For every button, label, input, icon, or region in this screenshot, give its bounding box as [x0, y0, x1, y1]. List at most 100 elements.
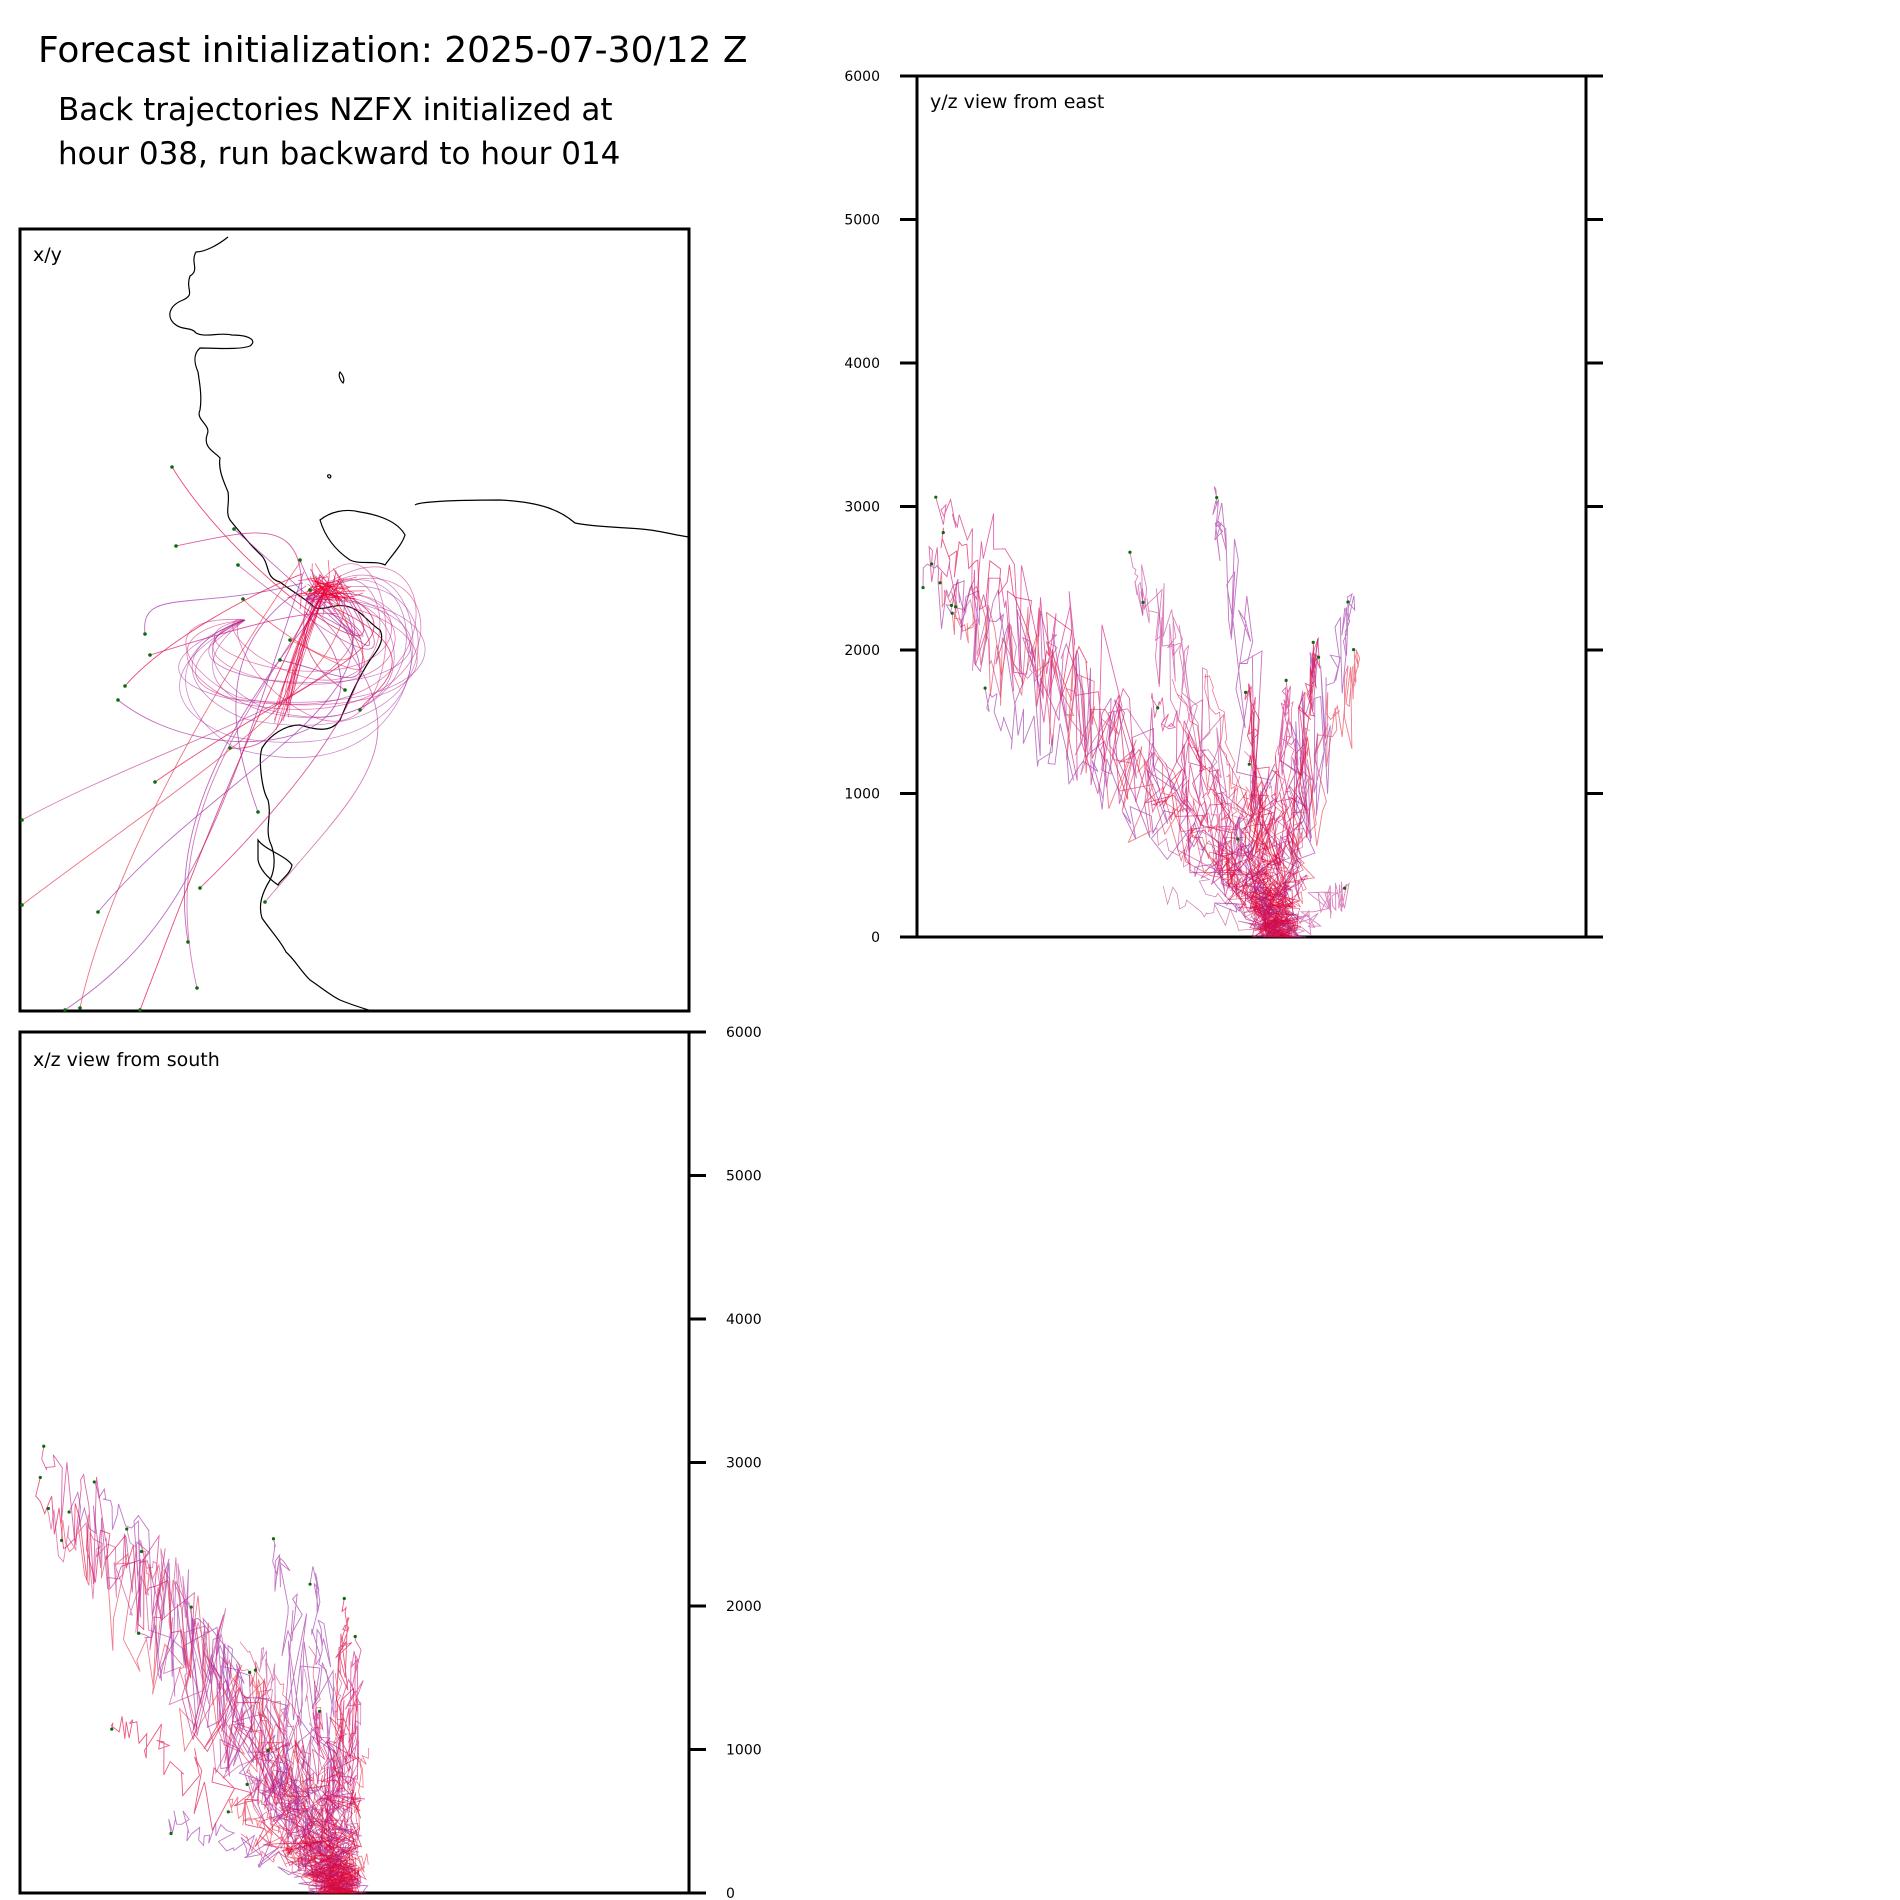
- xy-endpoint-marker: [236, 563, 240, 567]
- yz-trajectory-line: [1258, 885, 1293, 938]
- y-tick-label: 6000: [726, 1025, 762, 1041]
- xy-endpoint-marker: [174, 544, 178, 548]
- y-tick-label: 0: [726, 1886, 735, 1900]
- xz-trajectory-line: [220, 1656, 353, 1890]
- xz-endpoint-marker: [59, 1538, 64, 1543]
- xy-trajectories: [21, 466, 426, 1011]
- yz-trajectory-line: [1255, 782, 1292, 938]
- xy-trajectory-line: [139, 597, 315, 1011]
- xz-trajectory-line: [327, 1644, 356, 1894]
- coastline-segment: [257, 838, 293, 886]
- xz-trajectories: [35, 1446, 370, 1894]
- xz-endpoint-marker: [189, 1605, 193, 1609]
- yz-axis-ticks: 0 1000 2000 3000 4000 5000 6000: [844, 69, 1603, 946]
- xy-endpoint-marker: [63, 1008, 67, 1012]
- xy-trajectory-line: [272, 589, 326, 714]
- yz-trajectory-line: [935, 497, 1272, 938]
- yz-endpoint-marker: [941, 531, 945, 535]
- yz-endpoint-marker: [1141, 600, 1145, 604]
- xz-endpoint-marker: [253, 1668, 258, 1672]
- coastline-segment: [327, 474, 332, 479]
- xy-trajectory-line: [149, 612, 340, 656]
- xz-trajectory-line: [323, 1851, 359, 1894]
- xy-trajectory-line: [313, 585, 341, 606]
- xy-trajectory-line: [264, 600, 379, 903]
- xz-endpoint-marker: [38, 1475, 42, 1480]
- xy-trajectory-line: [154, 580, 375, 783]
- yz-trajectory-line: [1264, 782, 1294, 938]
- yz-endpoint-marker: [1128, 550, 1132, 554]
- y-tick-label: 2000: [844, 643, 880, 659]
- xz-endpoint-marker: [137, 1631, 141, 1635]
- xz-panel-frame: [18, 1030, 691, 1895]
- xy-trajectory-line: [185, 574, 414, 758]
- xz-trajectory-line: [322, 1840, 352, 1894]
- yz-trajectories: [922, 486, 1361, 938]
- xy-trajectory-line: [327, 594, 349, 599]
- xy-trajectory-line: [208, 599, 412, 683]
- yz-endpoint-marker: [953, 605, 958, 609]
- yz-endpoint-marker: [950, 611, 954, 615]
- y-tick-label: 5000: [726, 1169, 762, 1185]
- yz-trajectory-line: [1265, 649, 1361, 938]
- xz-trajectory-line: [284, 1802, 355, 1892]
- yz-endpoint-marker: [1247, 762, 1251, 766]
- xy-trajectory-line: [297, 579, 317, 589]
- xy-endpoint-marker: [153, 780, 157, 784]
- xz-endpoint-marker: [110, 1727, 114, 1731]
- yz-trajectory-line: [1156, 800, 1300, 937]
- yz-endpoint-marker: [1343, 886, 1347, 890]
- xy-trajectory-line: [229, 575, 320, 749]
- xz-trajectory-line: [324, 1714, 360, 1890]
- xy-trajectory-line: [279, 568, 361, 678]
- xy-trajectory-line: [199, 613, 364, 889]
- xy-trajectory-line: [64, 571, 305, 1011]
- yz-trajectory-line: [1264, 859, 1295, 938]
- xz-endpoint-marker: [245, 1782, 249, 1786]
- yz-endpoint-marker: [1244, 690, 1248, 694]
- xy-trajectory-line: [303, 577, 346, 691]
- xz-trajectory-line: [318, 1748, 370, 1894]
- y-tick-label: 6000: [844, 69, 880, 85]
- xy-endpoint-marker: [288, 638, 292, 642]
- xy-trajectory-line: [212, 597, 395, 719]
- xy-trajectory-line: [171, 466, 364, 637]
- y-tick-label: 5000: [844, 213, 880, 229]
- figure-subtitle-line-2: hour 038, run backward to hour 014: [58, 136, 621, 172]
- yz-trajectory-line: [1151, 743, 1299, 937]
- yz-trajectory-line: [1245, 786, 1297, 931]
- xy-trajectory-line: [97, 573, 354, 913]
- xz-axis-ticks: 0 1000 2000 3000 4000 5000 6000: [689, 1025, 762, 1900]
- y-tick-label: 2000: [726, 1599, 762, 1615]
- yz-panel: y/z view from east 0 1000 2000 3000 4000 5000…: [844, 69, 1603, 946]
- coastline-segment: [414, 499, 690, 538]
- xz-endpoint-marker: [67, 1510, 71, 1514]
- xy-endpoint-marker: [358, 708, 362, 712]
- y-tick-label: 3000: [726, 1456, 762, 1472]
- yz-trajectory-line: [1243, 792, 1292, 938]
- xy-endpoint-marker: [96, 910, 100, 914]
- xy-trajectory-line: [236, 563, 387, 722]
- yz-trajectory-line: [1275, 592, 1356, 938]
- xy-panel: x/y: [18, 227, 691, 1013]
- yz-endpoint-marker: [1156, 706, 1160, 710]
- y-tick-label: 3000: [844, 500, 880, 516]
- yz-endpoint-marker: [938, 581, 942, 585]
- y-tick-label: 4000: [844, 356, 880, 372]
- yz-endpoint-marker: [1236, 837, 1240, 841]
- xy-endpoint-marker: [343, 688, 347, 692]
- yz-trajectory-line: [1272, 700, 1301, 933]
- xz-trajectory-line: [304, 1669, 354, 1888]
- xy-trajectory-line: [186, 577, 422, 710]
- xy-trajectory-line: [237, 564, 375, 650]
- xy-endpoint-marker: [186, 940, 190, 944]
- xy-endpoint-marker: [256, 810, 260, 814]
- xz-endpoint-marker: [169, 1831, 173, 1836]
- xy-endpoint-marker: [170, 465, 174, 469]
- xz-endpoint-marker: [42, 1444, 46, 1448]
- xz-trajectory-line: [287, 1717, 355, 1894]
- yz-panel-label: y/z view from east: [930, 91, 1104, 113]
- xy-endpoint-marker: [20, 903, 24, 907]
- xy-endpoint-marker: [232, 527, 236, 531]
